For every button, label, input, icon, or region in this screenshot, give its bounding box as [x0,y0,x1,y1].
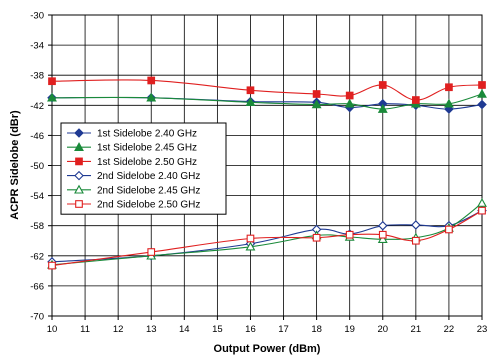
legend-item: 2nd Sidelobe 2.45 GHz [67,184,200,196]
legend-label: 2nd Sidelobe 2.45 GHz [97,185,200,196]
data-point [477,99,487,110]
data-point [344,98,355,108]
y-tick-label: -62 [30,251,44,262]
legend-item: 2nd Sidelobe 2.40 GHz [67,170,200,182]
x-tick-label: 16 [245,324,256,335]
data-point [312,90,321,98]
y-tick-label: -50 [30,161,44,172]
x-tick-label: 13 [146,324,157,335]
data-point [47,92,57,102]
legend-box [60,122,227,215]
data-point [246,86,255,95]
data-point [377,220,388,231]
data-point [378,81,387,89]
x-tick-label: 12 [113,324,124,335]
data-point [246,234,255,243]
data-point [312,233,321,242]
data-point [411,96,420,104]
data-point [48,261,56,270]
series-line [51,202,483,266]
data-point [147,76,156,85]
data-point [445,225,453,234]
legend-item: 1st Sidelobe 2.40 GHz [67,128,197,140]
legend-label: 2nd Sidelobe 2.40 GHz [97,171,200,182]
series-layer [47,76,487,270]
legend-marker [74,170,84,181]
x-tick-label: 18 [311,324,322,335]
series-2 [47,88,487,113]
y-axis-title: ACPR Sidelobe (dBr) [9,110,21,220]
data-point [146,92,157,102]
x-tick-label: 10 [47,324,58,335]
legend-item: 1st Sidelobe 2.50 GHz [67,157,197,168]
data-point [478,81,486,89]
series-line [51,79,483,101]
x-tick-label: 20 [377,324,388,335]
legend-label: 2nd Sidelobe 2.50 GHz [97,200,200,211]
series-3 [48,76,486,104]
x-tick-label: 19 [344,324,355,335]
series-line [51,210,483,267]
legend-label: 1st Sidelobe 2.40 GHz [97,129,197,140]
legend-label: 1st Sidelobe 2.45 GHz [97,143,197,154]
legend-marker [75,200,83,208]
legend-marker [75,157,83,166]
data-point [377,234,388,243]
legend-label: 1st Sidelobe 2.50 GHz [97,157,197,168]
legend-marker [74,184,84,194]
data-point [245,97,256,107]
x-tick-label: 23 [477,324,488,335]
tick-labels: 10 11 12 13 14 15 16 17 18 19 20 21 22 23 -30 -34 -38 -42… [30,11,487,336]
data-point [147,248,156,256]
x-tick-label: 14 [179,324,190,335]
y-tick-label: -58 [30,221,44,232]
data-point [477,197,487,207]
y-tick-label: -30 [30,11,44,22]
x-tick-label: 22 [444,324,455,335]
legend: 1st Sidelobe 2.40 GHz 1st Sidelobe 2.45 G… [60,122,227,215]
data-point [443,98,454,108]
data-point [478,206,486,215]
series-6 [48,206,486,270]
x-axis-title: Output Power (dBm) [214,343,321,355]
data-point [245,241,256,251]
series-line [51,93,483,110]
legend-item: 2nd Sidelobe 2.50 GHz [67,200,200,211]
data-point [377,103,388,113]
y-tick-label: -34 [30,41,44,52]
data-point [345,91,354,100]
y-tick-label: -66 [30,281,44,292]
data-point [411,220,421,230]
y-tick-label: -42 [30,101,44,112]
data-point [378,230,387,239]
data-point [477,88,487,98]
x-tick-label: 15 [212,324,223,335]
y-tick-label: -70 [30,312,44,323]
data-point [48,77,56,86]
data-point [345,230,354,239]
legend-marker [74,142,84,151]
x-tick-label: 21 [411,324,422,335]
y-tick-label: -38 [30,71,44,82]
legend-marker [74,128,84,138]
data-point [445,83,453,92]
y-tick-label: -54 [30,191,44,202]
legend-item: 1st Sidelobe 2.45 GHz [67,142,197,154]
x-tick-label: 11 [80,324,90,335]
data-point [311,99,322,109]
y-tick-label: -46 [30,131,44,142]
x-tick-label: 17 [278,324,289,335]
data-point [411,236,420,245]
